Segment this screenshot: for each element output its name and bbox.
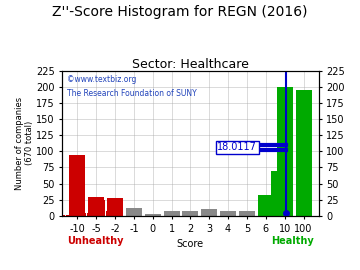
Bar (87, 213, 90, 216)
Text: ©www.textbiz.org: ©www.textbiz.org (67, 75, 137, 84)
Bar (80, 213, 83, 216)
Bar (296, 90, 311, 216)
Bar (183, 211, 198, 216)
Bar (201, 210, 217, 216)
Bar (239, 211, 255, 216)
Bar (126, 208, 142, 216)
Bar (83, 213, 86, 216)
Bar (100, 200, 105, 216)
Bar (258, 195, 274, 216)
Bar (220, 211, 236, 216)
Bar (107, 198, 123, 216)
Bar (69, 154, 85, 216)
Title: Sector: Healthcare: Sector: Healthcare (132, 58, 249, 70)
Bar (276, 87, 293, 216)
Bar (66, 215, 70, 216)
Bar (88, 197, 104, 216)
Y-axis label: Number of companies
(670 total): Number of companies (670 total) (15, 97, 35, 190)
Text: The Research Foundation of SUNY: The Research Foundation of SUNY (67, 89, 197, 98)
Text: 18.0117: 18.0117 (217, 142, 257, 152)
Bar (61, 215, 65, 216)
Text: Unhealthy: Unhealthy (67, 236, 124, 246)
Bar (71, 214, 75, 216)
Bar (145, 214, 161, 216)
Text: Healthy: Healthy (271, 236, 314, 246)
Bar (163, 211, 180, 216)
Bar (271, 171, 279, 216)
X-axis label: Score: Score (177, 239, 204, 249)
Bar (106, 211, 111, 216)
Bar (91, 213, 94, 216)
Text: Z''-Score Histogram for REGN (2016): Z''-Score Histogram for REGN (2016) (52, 5, 308, 19)
